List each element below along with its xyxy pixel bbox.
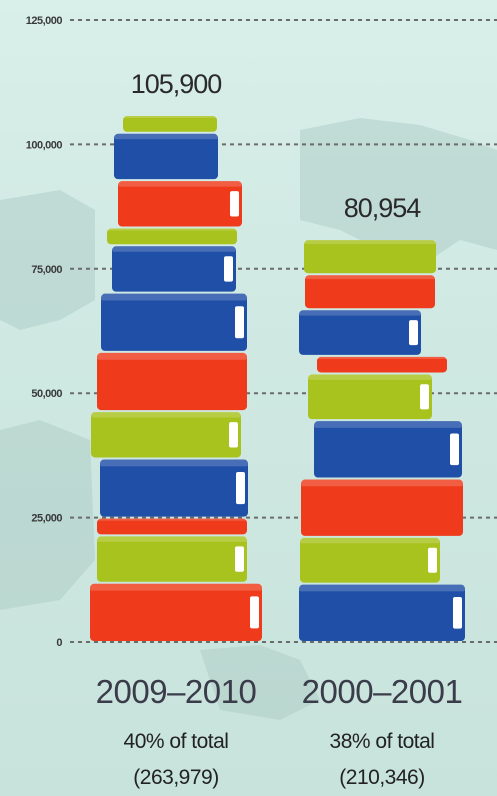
book [97, 536, 247, 582]
book-shine [305, 275, 435, 280]
y-tick-label: 25,000 [31, 513, 62, 525]
background-map [0, 118, 497, 720]
book-shine [317, 356, 447, 359]
book-shine [101, 293, 247, 301]
book-pages [229, 422, 238, 448]
book [301, 479, 463, 536]
book-shine [97, 518, 247, 521]
book-stack [299, 240, 465, 641]
y-tick-label: 0 [56, 637, 62, 649]
book [314, 421, 462, 478]
book-shine [114, 133, 218, 140]
book [308, 374, 432, 420]
book-pages [230, 191, 239, 217]
book-pages [236, 472, 245, 505]
book-shine [97, 352, 247, 360]
book-shine [90, 583, 262, 591]
book [299, 584, 465, 641]
book-shine [118, 181, 242, 187]
book-pages [450, 433, 459, 466]
book [304, 240, 436, 274]
book [100, 459, 248, 517]
labels: 105,900 2009–2010 40% of total (263,979) 80,… [96, 69, 463, 789]
book-shine [308, 374, 432, 380]
y-axis-ticks: 0 25,000 50,000 75,000 100,000 125,000 [26, 15, 63, 649]
book [299, 310, 421, 355]
category-subtitle: (210,346) [339, 766, 424, 789]
book-pages [224, 256, 233, 282]
book-shine [314, 421, 462, 428]
book [114, 133, 218, 180]
book-shine [91, 412, 241, 418]
book [118, 181, 242, 227]
book [91, 412, 241, 458]
category-subtitle: (263,979) [133, 766, 218, 789]
book-pages [420, 384, 429, 410]
book-stack [90, 116, 262, 641]
book-shine [299, 310, 421, 316]
value-label: 105,900 [131, 69, 222, 99]
book [317, 356, 447, 373]
category-label: 2009–2010 [96, 673, 257, 710]
book [97, 518, 247, 535]
book [300, 537, 440, 583]
category-subtitle: 40% of total [124, 730, 229, 753]
book-pages [428, 547, 437, 573]
book [123, 116, 217, 132]
book-shine [123, 116, 217, 119]
y-tick-label: 100,000 [26, 139, 63, 151]
book-pages [235, 306, 244, 339]
book-shine [97, 536, 247, 542]
book [101, 293, 247, 351]
book-shine [100, 459, 248, 467]
book [305, 275, 435, 309]
book [90, 583, 262, 641]
y-tick-label: 125,000 [26, 15, 63, 27]
category-label: 2000–2001 [302, 673, 463, 710]
book-shine [304, 240, 436, 245]
book [112, 246, 236, 292]
book-pages [453, 597, 462, 629]
book-shine [112, 246, 236, 252]
book-shine [107, 228, 237, 231]
book [107, 228, 237, 245]
value-label: 80,954 [344, 193, 422, 223]
book-pages [409, 320, 418, 346]
y-tick-label: 50,000 [31, 388, 62, 400]
book-pages [235, 546, 244, 572]
y-tick-label: 75,000 [31, 264, 62, 276]
book-shine [301, 479, 463, 487]
book-stacks [90, 116, 465, 641]
book-shine [299, 584, 465, 592]
book-pages [250, 596, 259, 629]
book [97, 352, 247, 411]
category-subtitle: 38% of total [330, 730, 435, 753]
book-shine [300, 537, 440, 544]
